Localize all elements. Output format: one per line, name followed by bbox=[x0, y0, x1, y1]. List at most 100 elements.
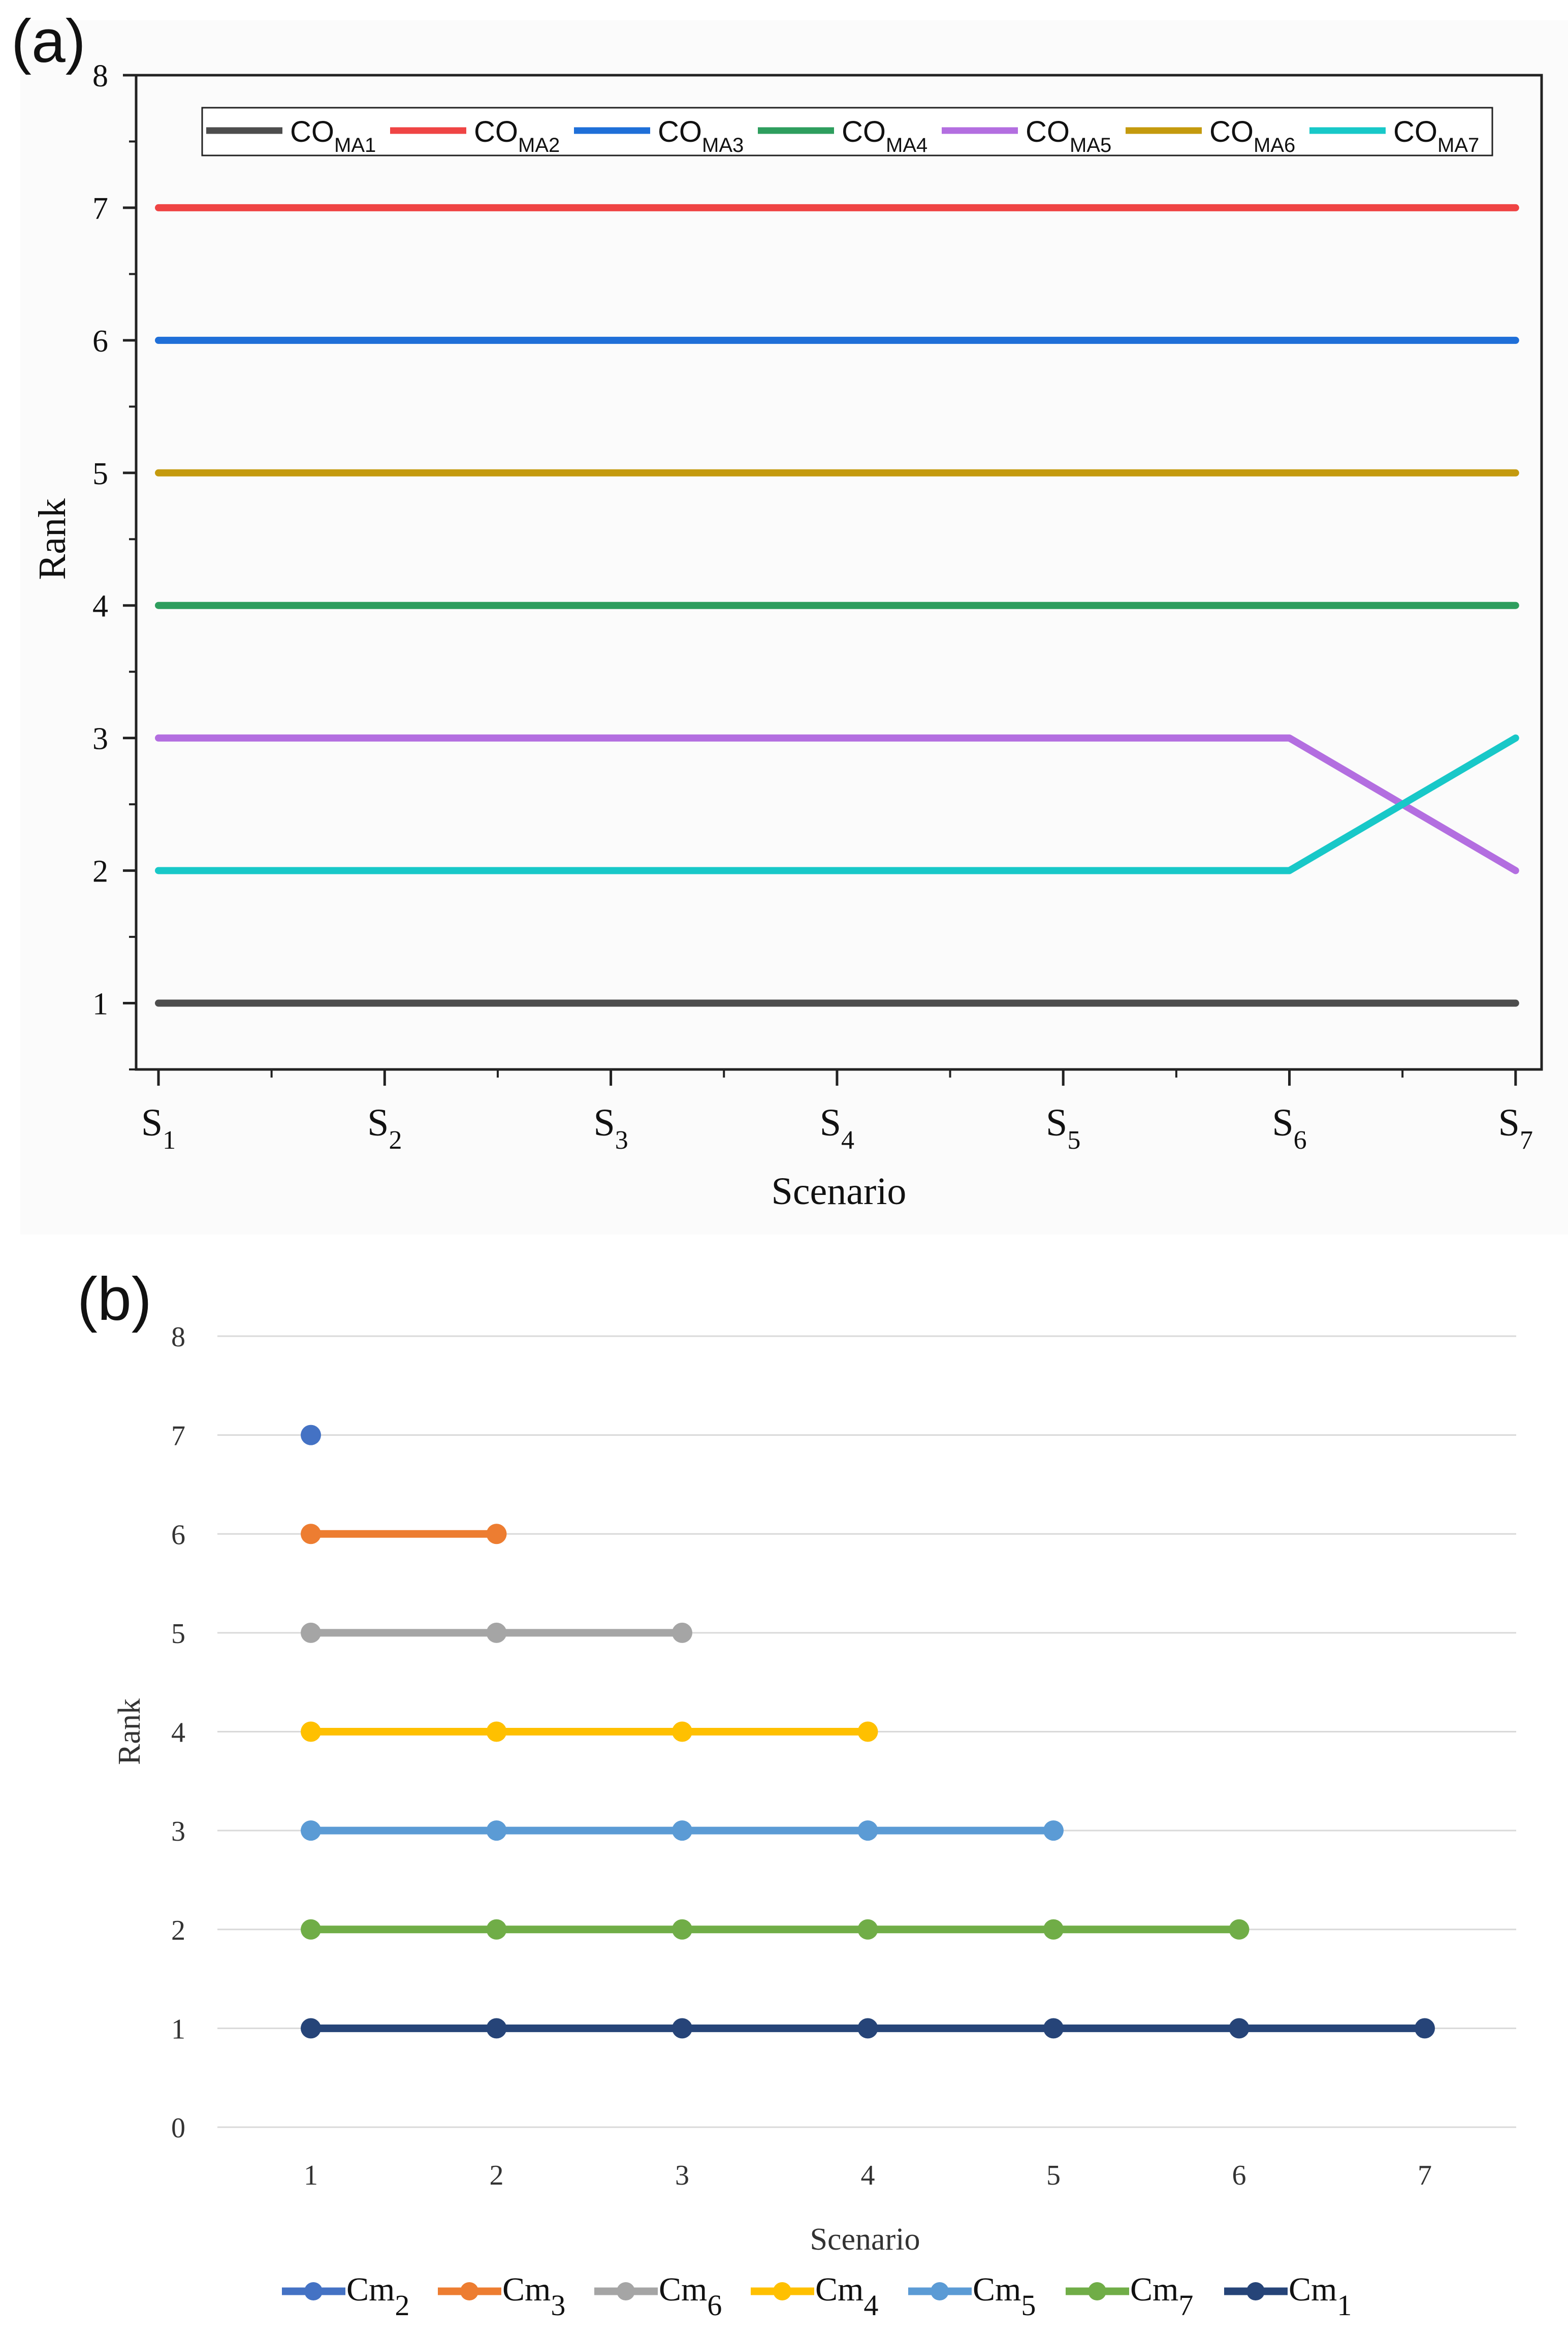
legend-entry-base: Cm bbox=[815, 2271, 863, 2308]
series-point-cm1 bbox=[857, 2018, 878, 2039]
legend-entry-subscript: MA2 bbox=[518, 134, 560, 156]
x-tick-label: 7 bbox=[1418, 2160, 1432, 2191]
x-tick-label-base: S bbox=[141, 1101, 163, 1144]
x-tick-label-subscript: 5 bbox=[1067, 1126, 1080, 1155]
y-tick-label: 2 bbox=[171, 1915, 185, 1946]
y-tick-label: 4 bbox=[92, 589, 108, 624]
legend-marker bbox=[931, 2282, 949, 2300]
legend-entry: COMA4 bbox=[842, 115, 927, 156]
legend-entry-base: CO bbox=[1393, 115, 1437, 148]
legend-entry-subscript: 4 bbox=[863, 2289, 878, 2322]
legend-entry-subscript: 2 bbox=[395, 2289, 409, 2322]
legend-entry: COMA3 bbox=[658, 115, 744, 156]
x-tick-label-base: S bbox=[593, 1101, 615, 1144]
series-point-cm1 bbox=[1043, 2018, 1064, 2039]
panel-a-plot-frame bbox=[135, 74, 1543, 1071]
legend-entry: COMA1 bbox=[290, 115, 376, 156]
legend-entry: Cm3 bbox=[502, 2271, 565, 2322]
legend-entry-base: Cm bbox=[1289, 2271, 1337, 2308]
x-tick-label: S6 bbox=[1272, 1101, 1306, 1155]
legend-entry-base: CO bbox=[1026, 115, 1070, 148]
x-tick-label: S4 bbox=[820, 1101, 854, 1155]
y-tick-label: 1 bbox=[171, 2013, 185, 2045]
series-point-cm5 bbox=[857, 1820, 878, 1841]
series-point-cm7 bbox=[1043, 1919, 1064, 1940]
x-tick-label-subscript: 4 bbox=[841, 1126, 854, 1155]
series-point-cm4 bbox=[301, 1721, 321, 1742]
legend-entry-subscript: 3 bbox=[551, 2289, 565, 2322]
legend-entry-base: Cm bbox=[659, 2271, 707, 2308]
x-tick-label: 4 bbox=[861, 2160, 875, 2191]
x-tick-label-base: S bbox=[367, 1101, 389, 1144]
x-tick-label-subscript: 1 bbox=[163, 1126, 176, 1155]
x-tick-label: S5 bbox=[1046, 1101, 1080, 1155]
legend-entry: Cm4 bbox=[815, 2271, 878, 2322]
series-point-cm3 bbox=[486, 1524, 507, 1544]
x-tick-label-base: S bbox=[1272, 1101, 1293, 1144]
legend-entry: COMA6 bbox=[1209, 115, 1295, 156]
x-tick-label-subscript: 7 bbox=[1520, 1126, 1533, 1155]
legend-entry: Cm6 bbox=[659, 2271, 722, 2322]
legend-marker bbox=[1088, 2282, 1106, 2300]
series-point-cm7 bbox=[672, 1919, 692, 1940]
legend-entry-subscript: MA6 bbox=[1254, 134, 1295, 156]
legend-entry: Cm1 bbox=[1289, 2271, 1352, 2322]
legend-entry-subscript: MA3 bbox=[702, 134, 744, 156]
series-point-cm7 bbox=[486, 1919, 507, 1940]
y-tick-label: 8 bbox=[171, 1321, 185, 1353]
series-point-cm5 bbox=[301, 1820, 321, 1841]
y-tick-label: 7 bbox=[171, 1420, 185, 1452]
legend-entry-base: CO bbox=[290, 115, 334, 148]
y-tick-label: 7 bbox=[92, 192, 108, 226]
legend-entry-base: CO bbox=[658, 115, 702, 148]
x-tick-label-base: S bbox=[1046, 1101, 1067, 1144]
series-point-cm4 bbox=[486, 1721, 507, 1742]
legend-entry-subscript: 6 bbox=[707, 2289, 722, 2322]
legend-entry: Cm7 bbox=[1130, 2271, 1193, 2322]
x-tick-label-base: S bbox=[820, 1101, 841, 1144]
series-point-cm4 bbox=[857, 1721, 878, 1742]
legend-entry-base: Cm bbox=[346, 2271, 395, 2308]
legend-entry-subscript: MA7 bbox=[1437, 134, 1479, 156]
y-tick-label: 0 bbox=[171, 2112, 185, 2144]
x-tick-label-subscript: 6 bbox=[1294, 1126, 1307, 1155]
y-tick-label: 5 bbox=[171, 1618, 185, 1650]
series-point-cm5 bbox=[486, 1820, 507, 1841]
legend-entry-base: Cm bbox=[1130, 2271, 1178, 2308]
legend-entry-subscript: MA5 bbox=[1070, 134, 1111, 156]
legend-entry: COMA5 bbox=[1026, 115, 1111, 156]
legend-marker bbox=[1246, 2282, 1265, 2300]
series-point-cm7 bbox=[857, 1919, 878, 1940]
legend-marker bbox=[617, 2282, 635, 2300]
legend-entry-subscript: 5 bbox=[1021, 2289, 1036, 2322]
series-point-cm5 bbox=[672, 1820, 692, 1841]
y-tick-label: 1 bbox=[92, 987, 108, 1022]
series-point-cm6 bbox=[486, 1622, 507, 1643]
y-axis-label: Rank bbox=[31, 498, 74, 580]
legend-entry-subscript: 7 bbox=[1178, 2289, 1193, 2322]
legend-entry: COMA2 bbox=[474, 115, 560, 156]
legend-marker bbox=[460, 2282, 478, 2300]
x-tick-label: 5 bbox=[1046, 2160, 1061, 2191]
legend-entry-subscript: MA4 bbox=[886, 134, 927, 156]
y-tick-label: 4 bbox=[171, 1717, 185, 1749]
legend-marker bbox=[304, 2282, 323, 2300]
x-tick-label: 3 bbox=[675, 2160, 689, 2191]
series-point-cm1 bbox=[1415, 2018, 1435, 2039]
x-tick-label: S2 bbox=[367, 1101, 402, 1155]
x-tick-label-subscript: 3 bbox=[615, 1126, 628, 1155]
y-axis-label: Rank bbox=[112, 1698, 147, 1765]
x-axis-label: Scenario bbox=[772, 1170, 907, 1213]
x-tick-label: 1 bbox=[304, 2160, 318, 2191]
series-point-cm1 bbox=[301, 2018, 321, 2039]
series-line-co-ma5 bbox=[155, 734, 1519, 874]
legend-entry-base: Cm bbox=[973, 2271, 1021, 2308]
y-tick-label: 6 bbox=[92, 324, 108, 359]
series-point-cm1 bbox=[672, 2018, 692, 2039]
legend-marker bbox=[773, 2282, 791, 2300]
series-point-cm6 bbox=[672, 1622, 692, 1643]
legend-entry-base: Cm bbox=[502, 2271, 551, 2308]
x-tick-label-subscript: 2 bbox=[389, 1126, 402, 1155]
series-point-cm4 bbox=[672, 1721, 692, 1742]
